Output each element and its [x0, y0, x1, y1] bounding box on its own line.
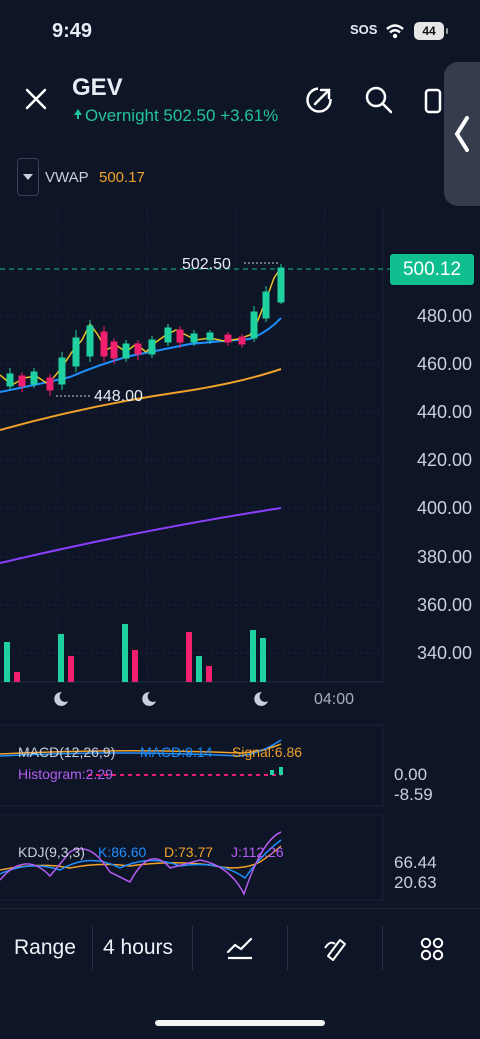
kdj-label: KDJ(9,3,3) [18, 844, 85, 860]
wifi-icon [386, 24, 404, 39]
macd-axis-bottom: -8.59 [394, 785, 433, 804]
indicator-dropdown[interactable] [17, 158, 39, 196]
moon-icon [254, 691, 268, 706]
macd-histogram: Histogram:2.29 [18, 766, 113, 782]
price-axis-label: 420.00 [416, 450, 472, 470]
macd-signal: Signal:6.86 [232, 744, 303, 760]
range-button[interactable]: Range [14, 936, 76, 959]
high-marker: 502.50 [182, 256, 231, 273]
sos-indicator: SOS [350, 22, 378, 37]
chevron-left-icon [454, 116, 469, 152]
price-axis-label: 380.00 [416, 547, 472, 567]
vwap-line [0, 368, 282, 431]
kdj-axis-bottom: 20.63 [394, 873, 437, 892]
indicator-chart-icon[interactable] [226, 936, 254, 960]
home-indicator[interactable] [155, 1020, 325, 1026]
price-axis-label: 340.00 [416, 643, 472, 663]
up-arrow-icon [74, 109, 82, 119]
status-time: 9:49 [52, 20, 93, 42]
current-price-badge: 500.12 [390, 254, 474, 285]
kdj-j: J:112.26 [231, 844, 284, 860]
macd-axis-top: 0.00 [394, 765, 428, 784]
toolbar-divider [287, 926, 288, 970]
close-icon[interactable] [24, 87, 48, 111]
price-axis-label: 360.00 [416, 595, 472, 615]
toolbar-divider [382, 926, 383, 970]
kdj-panel[interactable] [0, 810, 480, 906]
price-axis-label: 400.00 [416, 498, 472, 518]
toolbar-divider [192, 926, 193, 970]
price-axis-label: 440.00 [416, 402, 472, 422]
kdj-k: K:86.60 [98, 844, 147, 860]
share-icon[interactable] [304, 85, 334, 115]
kdj-axis-top: 66.44 [394, 853, 437, 872]
interval-button[interactable]: 4 hours [103, 936, 174, 959]
price-axis-label: 480.00 [416, 306, 472, 326]
search-icon[interactable] [364, 85, 394, 115]
time-axis-label: 04:00 [314, 691, 355, 708]
long-ma-line [0, 507, 282, 564]
ticker-symbol: GEV [72, 74, 123, 101]
macd-label: MACD(12,26,9) [18, 744, 116, 760]
kdj-d: D:73.77 [164, 844, 214, 860]
bottom-toolbar [0, 908, 480, 993]
toolbar-divider [92, 926, 93, 970]
low-marker: 448.00 [94, 388, 143, 405]
indicator-value: 500.17 [99, 169, 145, 186]
draw-tool-icon[interactable] [322, 934, 350, 962]
volume-bars [4, 624, 266, 682]
overnight-session-icons [54, 691, 268, 706]
moon-icon [54, 691, 68, 706]
price-axis-label: 460.00 [416, 354, 472, 374]
more-grid-icon[interactable] [420, 937, 444, 961]
macd-value: MACD:9.14 [140, 744, 213, 760]
moon-icon [142, 691, 156, 706]
macd-panel[interactable] [0, 720, 480, 810]
indicator-label: VWAP [45, 169, 89, 186]
overnight-price: Overnight 502.50 +3.61% [85, 106, 279, 125]
battery-indicator: 44 [414, 22, 448, 40]
side-panel-tab[interactable] [444, 62, 480, 206]
candles [6, 264, 285, 396]
caret-down-icon [23, 174, 33, 180]
device-icon[interactable] [424, 84, 446, 116]
